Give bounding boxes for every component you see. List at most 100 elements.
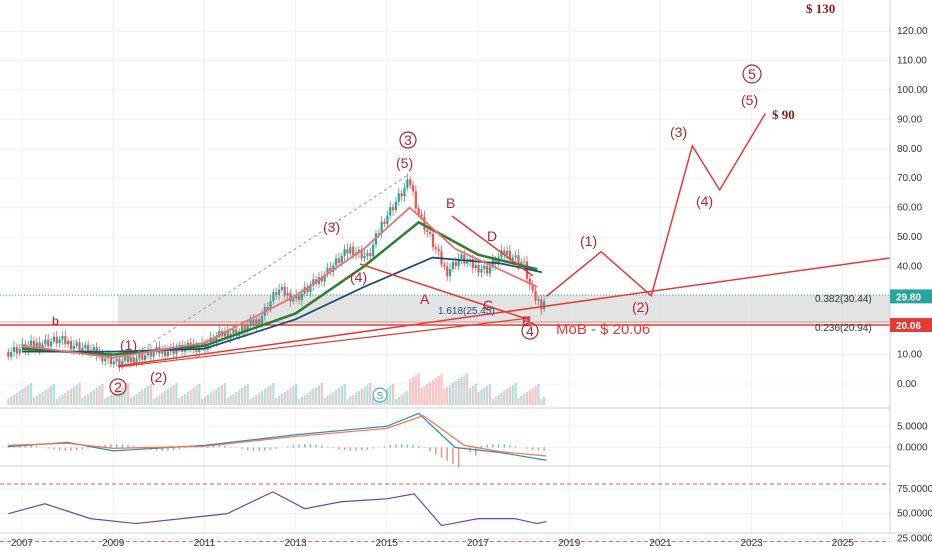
candle-body: [144, 355, 147, 361]
volume-bar: [252, 397, 255, 405]
candle-body: [258, 319, 261, 325]
proj-wave-4: (4): [696, 193, 713, 209]
candle-body: [69, 340, 73, 350]
volume-bar: [437, 376, 440, 405]
volume-bar: [101, 384, 104, 405]
volume-bar: [215, 389, 218, 405]
volume-bar: [326, 396, 329, 405]
volume-bar: [346, 399, 349, 405]
candle-body: [295, 295, 298, 299]
candle-body: [403, 187, 406, 197]
volume-bar: [161, 393, 164, 405]
volume-bar: [503, 391, 506, 405]
volume-bar: [403, 393, 406, 405]
candle-body: [471, 259, 474, 269]
volume-bar: [38, 394, 41, 405]
candle-body: [64, 336, 67, 345]
candle-body: [426, 229, 429, 232]
candle-body: [414, 191, 417, 209]
volume-bar: [505, 389, 509, 405]
volume-bar: [531, 388, 534, 405]
dashed-trend-line: [117, 174, 409, 366]
volume-bar: [460, 377, 463, 405]
volume-bar: [525, 392, 529, 405]
candle-body: [240, 326, 244, 332]
wave-3-top-circled: 3: [399, 131, 417, 149]
volume-bar: [201, 399, 204, 405]
candle-body: [543, 301, 546, 310]
candle-body: [423, 216, 426, 230]
volume-bar: [115, 391, 118, 405]
volume-bar: [18, 391, 21, 405]
candle-body: [483, 265, 486, 270]
y-tick-label: 50.00: [897, 232, 922, 243]
volume-bar: [414, 375, 417, 405]
candle-body: [87, 344, 90, 354]
proj-wave-1: (1): [580, 233, 597, 249]
x-tick-label: 2023: [740, 538, 763, 549]
label-D: D: [487, 228, 497, 244]
volume-bar: [543, 397, 546, 405]
candle-body: [38, 342, 41, 350]
x-tick-label: 2015: [376, 538, 399, 549]
volume-bar: [52, 384, 56, 405]
candle-body: [334, 258, 338, 266]
volume-bar: [500, 393, 503, 405]
volume-bar: [286, 390, 289, 405]
volume-bar: [468, 388, 472, 405]
volume-bar: [491, 399, 494, 405]
volume-bar: [109, 395, 113, 405]
candle-body: [474, 264, 477, 269]
candle-body: [161, 349, 164, 354]
volume-bar: [118, 389, 121, 405]
candle-body: [534, 290, 537, 301]
volume-bar: [30, 383, 33, 405]
volume-bar: [258, 393, 261, 405]
candle-body: [126, 355, 130, 363]
volume-bar: [169, 387, 172, 405]
candle-body: [343, 249, 346, 256]
volume-bar: [138, 392, 141, 405]
volume-bar: [283, 392, 286, 405]
volume-bar: [534, 386, 537, 405]
candle-body: [326, 267, 329, 275]
candle-body: [47, 339, 50, 347]
volume-bar: [343, 384, 346, 405]
volume-bar: [44, 390, 47, 405]
candle-body: [528, 278, 531, 285]
candle-body: [454, 261, 457, 266]
candle-body: [10, 351, 13, 357]
volume-bar: [226, 398, 229, 405]
volume-bar: [192, 388, 195, 405]
candle-body: [394, 201, 398, 211]
volume-bar: [372, 398, 375, 405]
moving-average-line: [21, 206, 538, 359]
candle-body: [377, 233, 380, 235]
volume-bar: [440, 374, 443, 405]
volume-bar: [186, 392, 189, 405]
label-E: E: [522, 313, 531, 329]
candle-body: [443, 264, 446, 267]
candle-body: [232, 329, 235, 334]
volume-bar: [317, 385, 321, 405]
volume-bar: [426, 384, 429, 405]
rsi-tick-label: 25.0000: [897, 533, 932, 544]
candle-body: [494, 259, 497, 265]
volume-bar: [69, 389, 73, 405]
macd-line: [8, 412, 547, 461]
candle-body: [260, 315, 264, 325]
wave-5-minor: (5): [396, 155, 413, 171]
candle-body: [280, 286, 284, 290]
candle-body: [323, 274, 326, 282]
candle-body: [386, 215, 389, 225]
candle-body: [369, 252, 372, 257]
candle-body: [406, 179, 409, 188]
wave-2-circled: 2: [109, 378, 127, 396]
candle-body: [463, 254, 466, 264]
volume-bar: [488, 384, 492, 405]
candle-body: [235, 329, 238, 336]
volume-bar: [203, 397, 207, 405]
candle-body: [12, 347, 16, 352]
candle-body: [121, 360, 124, 366]
price-tag: [890, 318, 932, 333]
